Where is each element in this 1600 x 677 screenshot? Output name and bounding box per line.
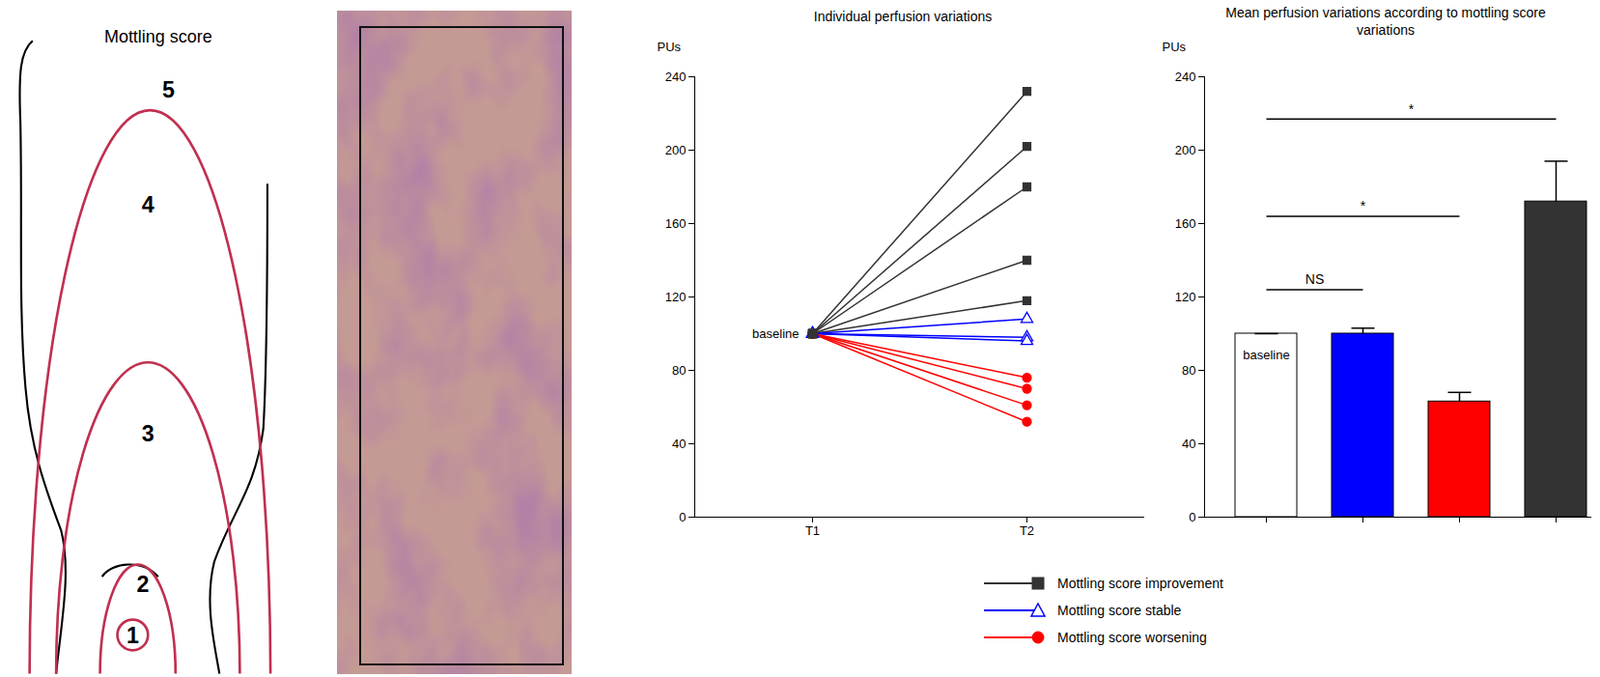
html-text:Mottling score stable: Mottling score stable <box>1057 602 1182 618</box>
svg-text:5: 5 <box>162 77 175 103</box>
svg-text:160: 160 <box>665 216 687 231</box>
svg-text:NS: NS <box>1305 271 1324 287</box>
html-text:Individual perfusion variation: Individual perfusion variations <box>813 8 992 25</box>
svg-text:T1: T1 <box>805 523 820 538</box>
svg-text:0: 0 <box>678 509 686 525</box>
svg-text:240: 240 <box>665 69 687 85</box>
html-text:Mottling score worsening: Mottling score worsening <box>1057 629 1207 646</box>
html-text:Mean perfusion variations acco: Mean perfusion variations according to m… <box>1225 4 1546 38</box>
svg-text:2: 2 <box>137 571 150 597</box>
svg-text:4: 4 <box>141 192 155 218</box>
svg-text:80: 80 <box>1181 363 1196 378</box>
svg-text:0: 0 <box>1188 509 1196 525</box>
svg-text:*: * <box>1360 197 1367 214</box>
svg-text:Mottling score: Mottling score <box>104 27 213 47</box>
svg-text:1: 1 <box>126 622 140 648</box>
svg-text:120: 120 <box>665 289 687 305</box>
svg-text:3: 3 <box>141 421 155 447</box>
svg-text:240: 240 <box>1175 69 1197 85</box>
svg-text:40: 40 <box>1181 436 1196 451</box>
svg-text:200: 200 <box>665 142 687 158</box>
svg-text:baseline: baseline <box>752 326 799 341</box>
svg-text:120: 120 <box>1175 289 1197 305</box>
svg-text:PUs: PUs <box>1162 39 1187 55</box>
svg-text:PUs: PUs <box>657 39 682 55</box>
svg-text:*: * <box>1408 101 1415 117</box>
svg-text:T2: T2 <box>1019 523 1035 538</box>
html-text:Mottling score improvement: Mottling score improvement <box>1057 575 1224 591</box>
svg-text:200: 200 <box>1175 142 1197 158</box>
svg-text:baseline: baseline <box>1242 347 1290 363</box>
svg-text:160: 160 <box>1175 216 1197 231</box>
svg-text:40: 40 <box>672 436 686 451</box>
svg-text:80: 80 <box>672 363 686 378</box>
